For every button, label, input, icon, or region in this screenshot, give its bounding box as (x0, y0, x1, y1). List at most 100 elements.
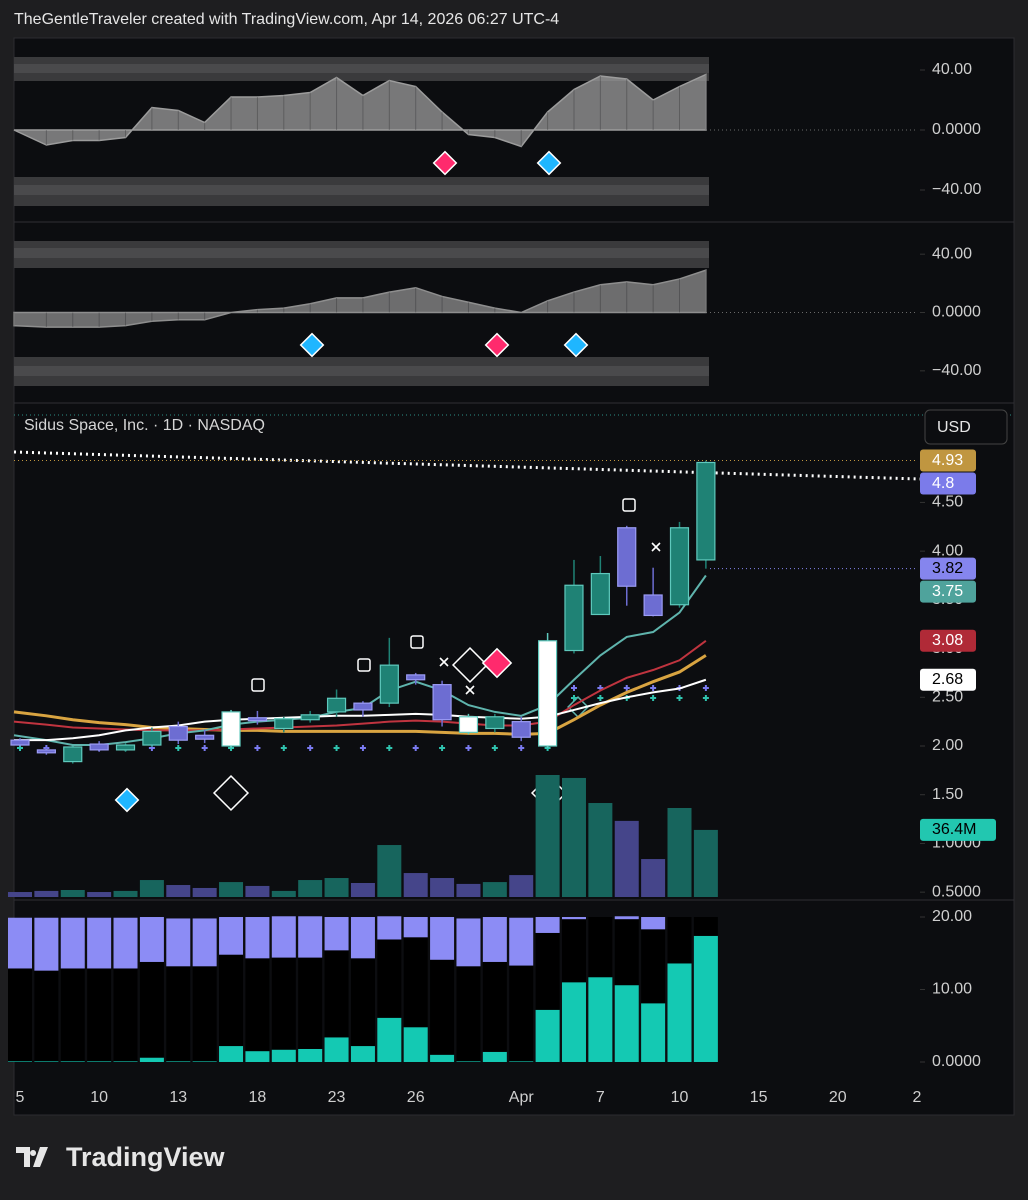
signal-square (357, 658, 371, 672)
stacked-bar (139, 961, 164, 1058)
volume-bar (192, 887, 217, 897)
candle-body (36, 749, 56, 754)
y-tick-label: 0.0000 (932, 304, 981, 321)
price-label-box (920, 668, 976, 691)
candle-body (274, 718, 294, 730)
band (14, 185, 709, 195)
volume-bar (113, 890, 138, 897)
y-tick-label: 4.00 (932, 542, 963, 559)
signal-diamond (451, 646, 489, 684)
candle-body (696, 461, 716, 561)
stacked-bar (403, 917, 428, 938)
stacked-bar (166, 1061, 191, 1062)
stacked-bar (403, 937, 428, 1028)
credit: TheGentleTraveler created with TradingVi… (14, 11, 559, 28)
stacked-bar (482, 917, 507, 962)
symbol-title: Sidus Space, Inc. · 1D · NASDAQ (24, 417, 265, 434)
candle-body (115, 744, 136, 751)
candle-body (195, 734, 215, 740)
volume-bar (535, 775, 560, 897)
y-tick-label: −40.00 (932, 181, 981, 198)
stacked-bar (350, 1046, 375, 1062)
signal-box (622, 498, 636, 512)
x-tick-label: 15 (750, 1089, 768, 1106)
volume-bar (8, 892, 32, 897)
signal-diamond (567, 696, 589, 718)
signal-plus (439, 745, 446, 751)
moving-average (13, 654, 707, 736)
price-label-box (920, 557, 976, 580)
stacked-bar (60, 968, 85, 1062)
volume-label-box (920, 818, 996, 841)
signal-plus (491, 745, 498, 751)
stacked-bar (139, 1057, 164, 1062)
stacked-bar (8, 1061, 32, 1062)
candle-body (300, 714, 320, 721)
volume-bar (324, 878, 349, 897)
stacked-bar (139, 917, 164, 962)
stacked-bar (87, 1061, 112, 1062)
signal-diamond (114, 787, 140, 813)
signal-plus (676, 695, 683, 701)
signal-plus (412, 745, 419, 751)
volume-bar (377, 845, 402, 897)
signal-plus (465, 745, 472, 751)
price-label-box (920, 449, 976, 472)
x-tick-label: 10 (90, 1089, 108, 1106)
volume-bar (693, 829, 718, 897)
signal-plus (570, 695, 577, 701)
price-label-box (920, 629, 976, 652)
y-tick-label: 2.00 (932, 737, 963, 754)
stacked-bar (166, 966, 191, 1062)
stacked-bar (403, 1027, 428, 1062)
currency-button[interactable] (924, 409, 1008, 445)
volume-bar (139, 880, 164, 897)
signal-diamond (484, 332, 510, 358)
price-label: 3.08 (932, 632, 963, 649)
stacked-bar (192, 966, 217, 1062)
volume-bar (350, 882, 375, 897)
x-tick-label: 10 (671, 1089, 689, 1106)
y-tick-label: 40.00 (932, 61, 972, 78)
stacked-bar (614, 919, 639, 986)
band (14, 64, 709, 73)
brand-name: TradingView (66, 1142, 226, 1172)
stacked-bar (509, 917, 534, 966)
stacked-bar (219, 917, 244, 955)
y-tick-label: 20.00 (932, 908, 972, 925)
stacked-bar (113, 1061, 138, 1062)
signal-diamond (481, 647, 513, 679)
stacked-bar (456, 1061, 481, 1062)
signal-plus (570, 685, 577, 691)
stacked-bar (34, 917, 59, 971)
stacked-bar (561, 982, 586, 1062)
stacked-bar (324, 1037, 349, 1062)
signal-diamond (536, 150, 562, 176)
volume-bar (403, 873, 428, 897)
x-tick-label: Apr (509, 1089, 535, 1106)
stacked-bar (113, 968, 138, 1062)
volume-bar (219, 882, 244, 897)
stacked-bar (456, 918, 481, 967)
y-tick-label: 0.0000 (932, 1053, 981, 1070)
signal-diamond (212, 774, 250, 812)
signal-square (410, 635, 424, 649)
price-label: 3.82 (932, 560, 963, 577)
volume-bar (271, 890, 296, 897)
candle-body (590, 572, 610, 616)
stacked-bar (561, 917, 586, 920)
candle-body (63, 746, 83, 763)
stacked-bar (641, 917, 666, 930)
stacked-bar (113, 917, 138, 969)
stacked-bar (60, 1061, 85, 1062)
stacked-bar (87, 968, 112, 1062)
stacked-bar (588, 977, 613, 1062)
volume-bar (430, 878, 455, 897)
band (14, 248, 709, 258)
signal-plus (623, 685, 630, 691)
signal-plus (359, 745, 366, 751)
candle-body (564, 584, 584, 652)
signal-plus (307, 745, 314, 751)
signal-plus (702, 695, 709, 701)
stacked-bar (509, 1061, 534, 1062)
